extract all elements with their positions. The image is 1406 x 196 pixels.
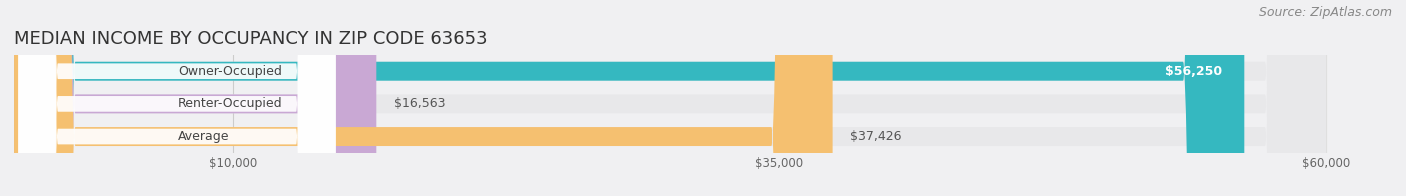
Text: Source: ZipAtlas.com: Source: ZipAtlas.com: [1258, 6, 1392, 19]
Text: Owner-Occupied: Owner-Occupied: [179, 65, 283, 78]
FancyBboxPatch shape: [14, 0, 832, 196]
Text: $16,563: $16,563: [394, 97, 446, 110]
FancyBboxPatch shape: [18, 0, 336, 196]
FancyBboxPatch shape: [18, 0, 336, 196]
FancyBboxPatch shape: [14, 0, 1244, 196]
Text: $37,426: $37,426: [851, 130, 901, 143]
Text: Average: Average: [179, 130, 229, 143]
FancyBboxPatch shape: [14, 0, 1326, 196]
Text: Renter-Occupied: Renter-Occupied: [179, 97, 283, 110]
Text: MEDIAN INCOME BY OCCUPANCY IN ZIP CODE 63653: MEDIAN INCOME BY OCCUPANCY IN ZIP CODE 6…: [14, 30, 488, 48]
FancyBboxPatch shape: [14, 0, 1326, 196]
FancyBboxPatch shape: [14, 0, 1326, 196]
FancyBboxPatch shape: [18, 0, 336, 196]
Text: $56,250: $56,250: [1166, 65, 1222, 78]
FancyBboxPatch shape: [14, 0, 377, 196]
